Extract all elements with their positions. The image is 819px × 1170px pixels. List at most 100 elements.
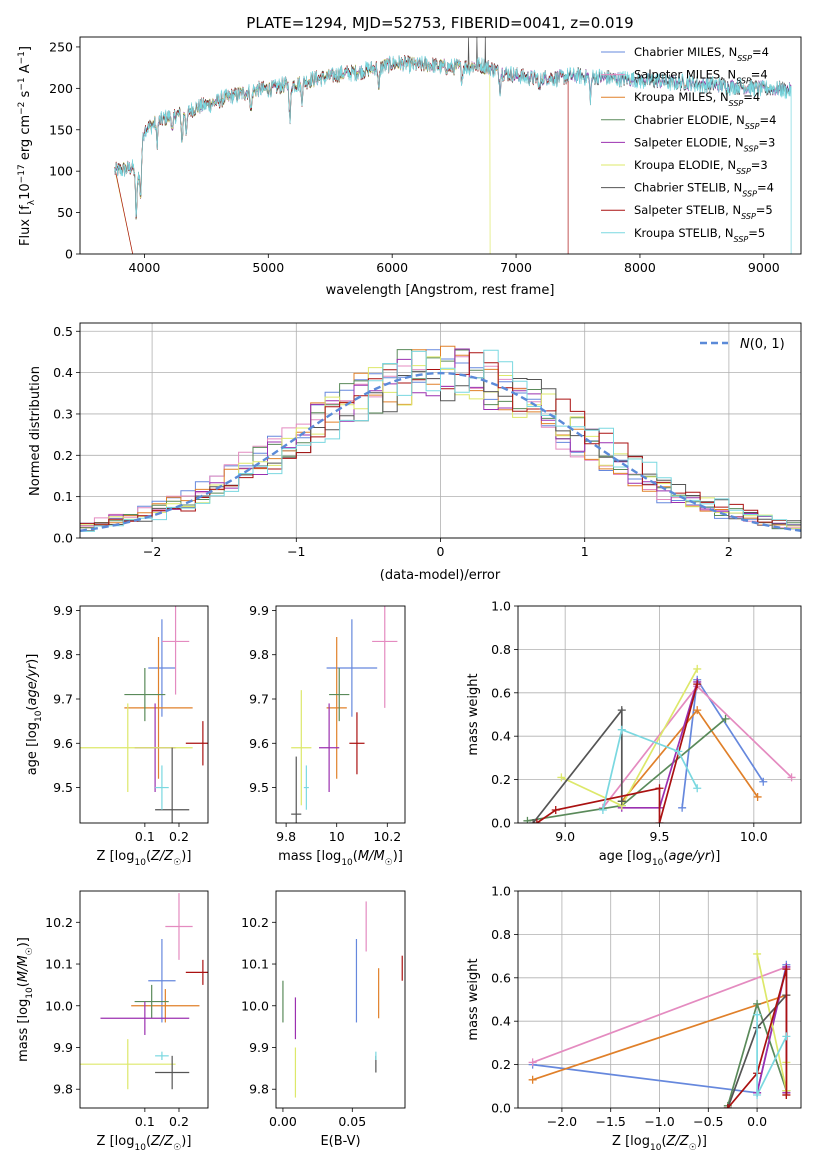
x-tick-label: 0.05 — [338, 1114, 366, 1129]
legend-label-kroupa-stelib: Kroupa STELIB, NSSP=5 — [634, 226, 765, 244]
y-tick-label: 9.9 — [249, 1040, 269, 1055]
y-tick-label: 0.6 — [491, 685, 511, 700]
y-tick-label: 0.3 — [53, 406, 73, 421]
mass-vs-extinction-panel: 0.00 0.05 9.8 9.9 10.0 10.1 10.2 — [241, 890, 406, 1129]
residual-histogram-panel-plot-area — [80, 345, 801, 532]
x-tick-label: −1 — [287, 544, 305, 559]
weight-marker — [674, 747, 683, 756]
weight-marker — [617, 706, 626, 715]
x-tick-label: −1.0 — [644, 1114, 674, 1129]
weight-marker — [721, 714, 730, 723]
weight-marker — [693, 784, 702, 793]
age-vs-mass-panel-frame — [275, 605, 406, 824]
weight-marker — [528, 1075, 537, 1084]
x-tick-label: 2 — [725, 544, 733, 559]
mass-weight-vs-metallicity-panel: −2.0 −1.5 −1.0 −0.5 0.0 0.0 0.2 0.4 0.6 0.8 1.0 — [491, 884, 802, 1129]
histogram-xlabel: (data-model)/error — [380, 568, 501, 583]
y-tick-label: 0 — [65, 247, 73, 262]
errorbar-salpeter-miles — [165, 893, 193, 960]
errorbar-chabrier-miles — [326, 619, 378, 717]
y-tick-label: 9.8 — [53, 647, 73, 662]
x-tick-label: 9.5 — [650, 829, 670, 844]
age-vs-metallicity-panel: 0.1 0.2 9.5 9.6 9.7 9.8 9.9 — [53, 603, 209, 844]
y-tick-label: 0.6 — [491, 970, 511, 985]
mass-vs-extinction-panel-plot-area — [282, 901, 403, 1098]
x-tick-label: 10 — [329, 829, 345, 844]
y-tick-label: 0.2 — [53, 448, 73, 463]
errorbar-chabrier-miles — [148, 619, 176, 717]
legend-label-salpeter-miles: Salpeter MILES, NSSP=4 — [634, 68, 768, 86]
weight-marker — [598, 805, 607, 814]
weight-marker — [753, 1090, 762, 1099]
legend-label-chabrier-stelib: Chabrier STELIB, NSSP=4 — [634, 181, 774, 199]
weight-marker — [723, 1104, 732, 1108]
legend-label-salpeter-stelib: Salpeter STELIB, NSSP=5 — [634, 203, 773, 221]
errorbar-chabrier-stelib — [155, 747, 190, 823]
x-tick-label: 9.8 — [276, 829, 296, 844]
y-tick-label: 0.5 — [53, 324, 73, 339]
spectrum-legend: Chabrier MILES, NSSP=4 Salpeter MILES, NS… — [601, 45, 776, 243]
y-tick-label: 9.8 — [53, 1082, 73, 1097]
mass-weight-vs-age-panel-xlabel: age [log10(age/yr)] — [599, 849, 721, 868]
y-tick-label: 9.9 — [53, 603, 73, 618]
x-tick-label: 1 — [581, 544, 589, 559]
weight-marker — [753, 999, 762, 1008]
spectrum-series-kroupa-stelib — [114, 55, 792, 254]
mass-weight-vs-age-panel-plot-area — [523, 664, 796, 823]
weight-marker — [655, 819, 664, 823]
legend-label-normal: N(0, 1) — [740, 337, 785, 352]
y-tick-label: 10.1 — [241, 957, 269, 972]
spectrum-title: PLATE=1294, MJD=52753, FIBERID=0041, z=0… — [246, 14, 633, 32]
mass-vs-metallicity-panel-ylabel: mass [log10(M/M☉)] — [16, 937, 35, 1062]
errorbar-salpeter-miles — [161, 606, 190, 695]
age-vs-metallicity-panel-frame — [79, 605, 209, 824]
errorbar-kroupa-elodie — [80, 703, 193, 792]
mass-weight-vs-age-panel-frame — [517, 605, 802, 824]
weight-marker — [617, 797, 626, 806]
x-tick-label: 0 — [437, 544, 445, 559]
weight-marker — [557, 773, 566, 782]
weight-series-salpeter-stelib — [727, 968, 788, 1108]
errorbar-chabrier-elodie — [124, 668, 166, 722]
mass-weight-vs-metallicity-panel-grid — [518, 890, 801, 1109]
spectrum-series-salpeter-stelib — [114, 55, 569, 254]
mass-vs-metallicity-panel: 0.1 0.2 9.8 9.9 10.0 10.1 10.2 — [45, 890, 209, 1129]
errorbar-salpeter-stelib — [349, 712, 365, 775]
y-tick-label: 0.0 — [491, 1101, 511, 1116]
y-tick-label: 10.0 — [45, 998, 73, 1013]
residual-histogram-panel-frame — [79, 322, 802, 539]
y-tick-label: 0.1 — [53, 489, 73, 504]
mass-vs-metallicity-panel-xlabel: Z [log10(Z/Z☉)] — [97, 1134, 192, 1153]
y-tick-label: 9.6 — [53, 736, 73, 751]
y-tick-label: 1.0 — [491, 884, 511, 899]
errorbar-chabrier-elodie — [329, 668, 350, 722]
y-tick-label: 9.5 — [249, 780, 269, 795]
y-tick-label: 250 — [49, 39, 73, 54]
spectrum-ylabel: Flux [fλ10−17 erg cm−2 s−1 A−1] — [17, 46, 37, 246]
histogram-legend: N(0, 1) — [700, 337, 785, 352]
mass-vs-extinction-panel-xlabel: E(B-V) — [320, 1134, 360, 1149]
errorbar-salpeter-stelib — [185, 721, 208, 766]
errorbar-kroupa-stelib — [303, 765, 309, 810]
mass-weight-vs-metallicity-panel-ylabel: mass weight — [466, 958, 481, 1040]
x-tick-label: −2.0 — [547, 1114, 577, 1129]
spectrum-panel: 4000 5000 6000 7000 8000 9000 0 50 100 150 200 250 — [49, 36, 802, 275]
y-tick-label: 0.0 — [53, 531, 73, 546]
x-tick-label: 0.2 — [169, 1114, 189, 1129]
mass-weight-vs-metallicity-panel-plot-area — [528, 949, 791, 1108]
age-vs-mass-panel: 9.8 10 10.2 9.5 9.6 9.7 9.8 9.9 — [249, 603, 406, 844]
x-tick-label: 0.1 — [135, 829, 155, 844]
weight-marker — [782, 1090, 791, 1099]
x-tick-label: 5000 — [252, 260, 284, 275]
mass-weight-vs-metallicity-panel-frame — [517, 890, 802, 1109]
weight-marker — [693, 680, 702, 689]
y-tick-label: 150 — [49, 122, 73, 137]
x-tick-label: 4000 — [129, 260, 161, 275]
errorbar-salpeter-elodie — [100, 1001, 190, 1035]
weight-marker — [532, 819, 541, 823]
residual-histogram-panel: −2 −1 0 1 2 0.0 0.1 0.2 0.3 0.4 0.5 — [53, 322, 802, 559]
mass-vs-extinction-panel-frame — [275, 890, 406, 1109]
age-vs-metallicity-panel-ylabel: age [log10(age/yr)] — [25, 654, 44, 776]
errorbar-kroupa-miles — [131, 989, 200, 1023]
